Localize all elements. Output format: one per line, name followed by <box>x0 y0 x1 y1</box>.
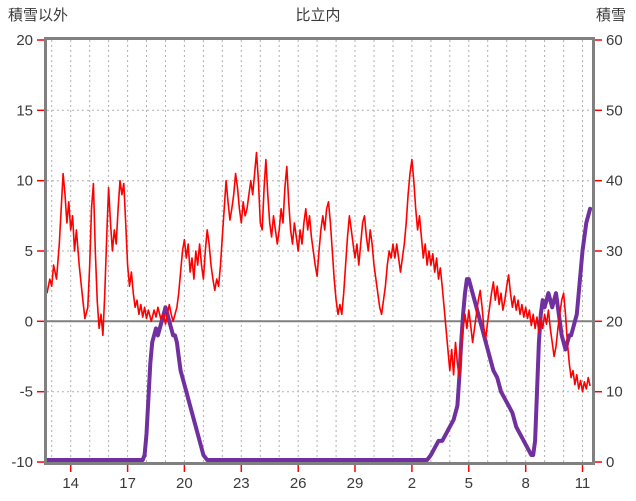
right-axis-title: 積雪 <box>595 7 626 24</box>
x-axis-tick-label: 26 <box>290 475 307 492</box>
axis-tick-marks <box>37 39 602 472</box>
x-axis-tick-label: 23 <box>233 475 250 492</box>
x-axis-tick-label: 14 <box>62 475 79 492</box>
x-axis-tick-label: 17 <box>119 475 136 492</box>
x-axis-tick-label: 8 <box>522 475 530 492</box>
right-axis-labels: 60 50 40 30 20 10 0 <box>606 32 623 471</box>
right-axis-tick-label: 20 <box>606 313 623 330</box>
left-axis-tick-label: -5 <box>20 384 33 401</box>
left-axis-title: 積雪以外 <box>8 7 69 24</box>
x-axis-tick-label: 11 <box>575 475 591 492</box>
left-axis-tick-label: 15 <box>16 102 33 119</box>
left-axis-tick-label: 0 <box>25 313 33 330</box>
right-axis-tick-label: 30 <box>606 243 623 260</box>
right-axis-tick-label: 50 <box>606 102 623 119</box>
left-axis-tick-label: 20 <box>16 32 33 49</box>
x-axis-tick-label: 29 <box>347 475 364 492</box>
snow-depth-line <box>45 206 593 462</box>
x-axis-tick-label: 2 <box>408 475 416 492</box>
x-axis-tick-label: 20 <box>176 475 193 492</box>
plot-frame <box>44 37 595 465</box>
left-axis-tick-label: -10 <box>11 454 33 471</box>
right-axis-tick-label: 40 <box>606 173 623 190</box>
gridlines <box>47 40 592 462</box>
right-axis-tick-label: 60 <box>606 32 623 49</box>
x-axis-labels: 14 17 20 23 26 29 2 5 8 11 <box>62 475 590 492</box>
left-axis-tick-label: 10 <box>16 173 33 190</box>
right-axis-tick-label: 0 <box>606 454 614 471</box>
right-axis-tick-label: 10 <box>606 384 623 401</box>
left-axis-tick-label: 5 <box>25 243 33 260</box>
temperature-line <box>46 151 591 393</box>
chart-title: 比立内 <box>295 7 341 24</box>
left-axis-labels: 20 15 10 5 0 -5 -10 <box>11 32 33 471</box>
x-axis-tick-label: 5 <box>465 475 473 492</box>
